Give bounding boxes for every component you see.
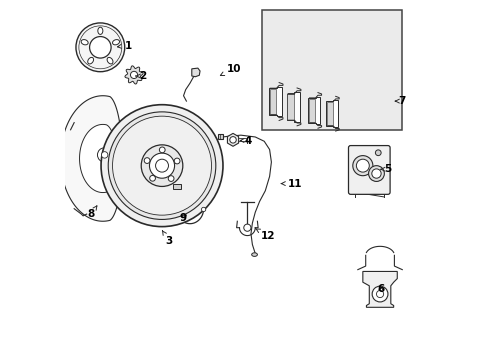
Circle shape (130, 71, 137, 78)
Text: 7: 7 (394, 96, 405, 106)
Text: 12: 12 (255, 229, 274, 240)
Polygon shape (61, 96, 122, 221)
Polygon shape (308, 99, 314, 122)
Ellipse shape (87, 57, 93, 64)
Polygon shape (268, 87, 281, 116)
Circle shape (101, 152, 108, 158)
Circle shape (356, 159, 368, 172)
Circle shape (375, 150, 380, 156)
Polygon shape (227, 134, 238, 146)
Bar (261, 10, 401, 130)
Polygon shape (287, 94, 293, 120)
Text: 6: 6 (376, 284, 384, 294)
Circle shape (229, 136, 236, 143)
Circle shape (159, 147, 165, 153)
Circle shape (371, 286, 387, 302)
Ellipse shape (251, 253, 257, 256)
Text: 8: 8 (87, 206, 97, 219)
Circle shape (174, 158, 180, 164)
Circle shape (101, 105, 223, 226)
Ellipse shape (81, 40, 88, 45)
Ellipse shape (98, 27, 102, 35)
Circle shape (149, 175, 155, 181)
Text: 5: 5 (380, 164, 391, 174)
Polygon shape (191, 68, 200, 77)
Text: 10: 10 (220, 64, 241, 76)
Text: 1: 1 (117, 41, 131, 50)
Circle shape (168, 176, 174, 181)
Text: 9: 9 (180, 213, 187, 222)
Circle shape (155, 159, 168, 172)
Polygon shape (269, 89, 275, 114)
Circle shape (112, 116, 211, 215)
Circle shape (141, 145, 183, 186)
Polygon shape (326, 102, 332, 125)
Circle shape (368, 166, 384, 181)
Circle shape (76, 23, 124, 72)
Circle shape (108, 112, 215, 220)
Polygon shape (362, 271, 396, 307)
Text: 11: 11 (281, 179, 301, 189)
Text: 2: 2 (136, 71, 145, 81)
Polygon shape (124, 66, 143, 84)
Circle shape (149, 153, 174, 178)
Polygon shape (325, 100, 337, 127)
Polygon shape (80, 125, 116, 193)
Polygon shape (308, 96, 320, 124)
Circle shape (244, 224, 250, 231)
Text: 3: 3 (162, 231, 172, 246)
Ellipse shape (112, 40, 119, 45)
Circle shape (352, 156, 372, 176)
Polygon shape (218, 134, 223, 139)
Circle shape (376, 291, 383, 298)
Polygon shape (172, 184, 180, 189)
Circle shape (371, 169, 380, 178)
Circle shape (201, 207, 205, 212)
Polygon shape (286, 92, 299, 122)
Circle shape (89, 37, 111, 58)
Circle shape (97, 148, 112, 162)
Text: 4: 4 (240, 136, 251, 145)
FancyBboxPatch shape (348, 145, 389, 194)
Ellipse shape (107, 57, 113, 64)
Circle shape (144, 158, 150, 163)
